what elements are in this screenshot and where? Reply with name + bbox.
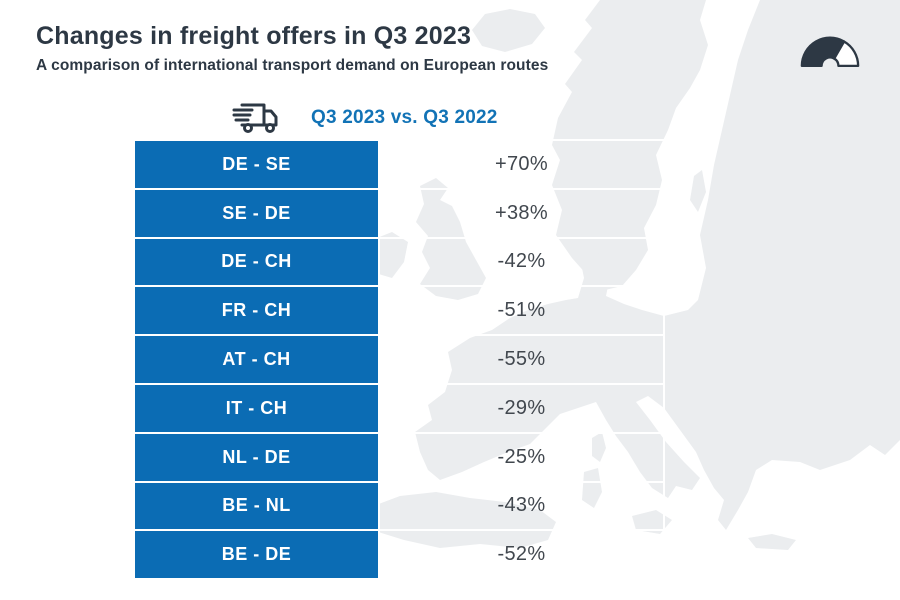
route-cell: SE - DE: [135, 189, 380, 237]
table-row: SE - DE +38%: [135, 189, 665, 239]
change-value-cell: -43%: [380, 482, 665, 530]
table-row: IT - CH -29%: [135, 384, 665, 434]
change-value-cell: -29%: [380, 384, 665, 432]
map-great-britain: [416, 178, 486, 300]
change-value-cell: +38%: [380, 189, 665, 237]
change-value-cell: -51%: [380, 287, 665, 335]
map-gotland: [690, 170, 706, 212]
page-subtitle: A comparison of international transport …: [36, 57, 549, 74]
table-row: AT - CH -55%: [135, 336, 665, 385]
map-iceland: [472, 9, 545, 52]
header: Changes in freight offers in Q3 2023 A c…: [36, 22, 548, 75]
route-cell: AT - CH: [135, 336, 380, 383]
speedometer-gauge-icon: [800, 36, 860, 68]
table-row: DE - CH -42%: [135, 238, 665, 288]
map-iberia: [368, 492, 556, 548]
change-value-cell: -55%: [380, 336, 665, 383]
table-row: NL - DE -25%: [135, 433, 665, 483]
legend: Q3 2023 vs. Q3 2022: [231, 98, 498, 138]
table-row: DE - SE +70%: [135, 141, 665, 190]
map-corsica: [592, 432, 606, 462]
change-value-cell: +70%: [380, 141, 665, 188]
legend-label: Q3 2023 vs. Q3 2022: [311, 107, 498, 128]
delivery-truck-icon: [232, 103, 278, 133]
route-cell: NL - DE: [135, 433, 380, 481]
route-cell: DE - CH: [135, 238, 380, 286]
route-change-table: DE - SE +70% SE - DE +38% DE - CH -42% FR - CH…: [135, 139, 665, 581]
change-value-cell: -25%: [380, 433, 665, 481]
page-title: Changes in freight offers in Q3 2023: [36, 22, 472, 50]
map-sicily: [632, 510, 672, 534]
route-cell: DE - SE: [135, 141, 380, 188]
map-crete: [748, 534, 796, 550]
route-cell: BE - NL: [135, 482, 380, 530]
route-cell: BE - DE: [135, 531, 380, 579]
change-value-cell: -42%: [380, 238, 665, 286]
map-mainland: [415, 0, 900, 530]
table-row: FR - CH -51%: [135, 287, 665, 337]
table-row: BE - NL -43%: [135, 482, 665, 532]
change-value-cell: -52%: [380, 531, 665, 579]
table-row: BE - DE -52%: [135, 531, 665, 581]
map-scandinavia: [552, 0, 708, 290]
route-cell: FR - CH: [135, 287, 380, 335]
route-cell: IT - CH: [135, 384, 380, 432]
map-sardinia: [582, 468, 602, 508]
